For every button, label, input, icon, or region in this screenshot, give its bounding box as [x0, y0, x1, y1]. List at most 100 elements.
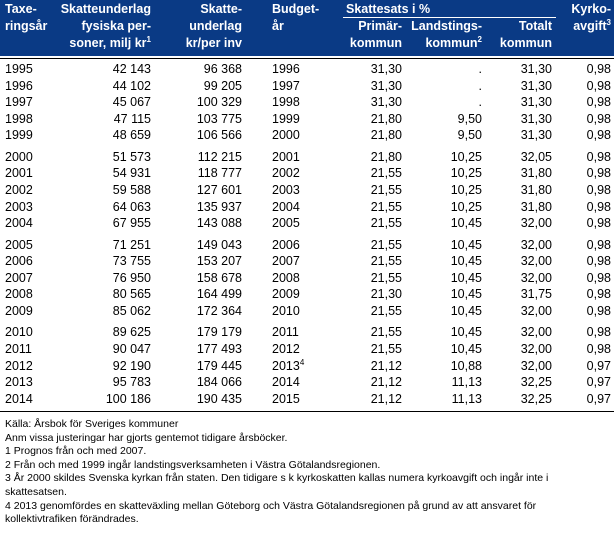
cell-base: 51 573: [112, 149, 151, 164]
cell-budget: 2011: [272, 325, 299, 340]
cell-per-inv: 100 329: [196, 95, 242, 110]
cell-primar: 31,30: [370, 62, 402, 76]
cell-kyrko: 0,98: [586, 304, 611, 318]
cell-kyrko: 0,98: [586, 183, 611, 197]
cell-base: 85 062: [112, 304, 151, 318]
cell-landsting: .: [478, 62, 482, 76]
cell-year: 2007: [5, 270, 33, 285]
header-base-2: fysiska per-: [81, 19, 151, 33]
cell-base: 42 143: [112, 62, 151, 76]
cell-primar: 21,12: [370, 358, 402, 373]
cell-per-inv: 135 937: [196, 199, 242, 214]
cell-budget: 2006: [272, 237, 300, 252]
cell-year: 2008: [5, 287, 33, 302]
header-perinv-2: underlag: [189, 19, 242, 33]
cell-totalt: 31,80: [520, 199, 552, 214]
cell-landsting: 10,25: [450, 183, 482, 197]
note-remark: Anm vissa justeringar har gjorts gentemo…: [5, 431, 288, 444]
cell-kyrko: 0,98: [586, 78, 611, 93]
cell-base: 48 659: [112, 128, 151, 143]
cell-per-inv: 149 043: [196, 237, 242, 252]
cell-per-inv: 103 775: [196, 111, 242, 126]
cell-per-inv: 158 678: [196, 270, 242, 285]
header-kyrko-1: Kyrko-: [571, 2, 611, 16]
header-divider: [0, 58, 614, 59]
cell-per-inv: 190 435: [196, 391, 242, 406]
header-totalt-2: kommun: [499, 36, 552, 50]
cell-kyrko: 0,98: [586, 287, 611, 302]
cell-kyrko: 0,98: [586, 128, 611, 143]
cell-primar: 21,55: [370, 270, 402, 285]
cell-primar: 21,80: [370, 111, 402, 126]
cell-budget: 2009: [272, 287, 300, 302]
cell-primar: 21,55: [370, 216, 402, 231]
cell-kyrko: 0,98: [586, 254, 611, 269]
cell-per-inv: 179 179: [196, 325, 242, 340]
note-4: 4 2013 genomfördes en skatteväxling mell…: [5, 499, 537, 526]
cell-budget: 2003: [272, 183, 300, 197]
cell-primar: 31,30: [370, 78, 402, 93]
cell-primar: 21,55: [370, 183, 402, 197]
cell-totalt: 32,00: [520, 270, 552, 285]
cell-per-inv: 153 207: [196, 254, 242, 269]
cell-kyrko: 0,98: [586, 237, 611, 252]
cell-budget: 2005: [272, 216, 300, 231]
cell-per-inv: 177 493: [196, 342, 242, 356]
cell-year: 2012: [5, 358, 33, 373]
cell-year: 2013: [5, 375, 33, 390]
cell-kyrko: 0,98: [586, 270, 611, 285]
header-primar-2: kommun: [349, 36, 402, 50]
cell-totalt: 32,00: [520, 304, 552, 318]
cell-budget: 2004: [272, 199, 300, 214]
cell-primar: 21,30: [370, 287, 402, 302]
cell-base: 64 063: [112, 199, 151, 214]
cell-budget: 1998: [272, 95, 300, 110]
header-base-3: soner, milj kr1: [69, 34, 151, 50]
note-3: 3 År 2000 skildes Svenska kyrkan från st…: [5, 472, 549, 498]
cell-landsting: 10,45: [450, 254, 482, 269]
cell-budget: 2014: [272, 375, 300, 390]
cell-year: 2001: [5, 166, 33, 181]
cell-landsting: 10,45: [450, 237, 482, 252]
cell-per-inv: 179 445: [196, 358, 242, 373]
cell-kyrko: 0,98: [586, 166, 611, 181]
cell-base: 67 955: [112, 216, 151, 231]
cell-totalt: 32,00: [520, 254, 552, 269]
cell-totalt: 32,00: [520, 237, 552, 252]
cell-primar: 21,55: [370, 166, 402, 181]
table-header: Taxe- ringsår Skatteunderlag fysiska per…: [0, 0, 614, 56]
cell-budget: 2012: [272, 342, 300, 356]
cell-year: 2014: [5, 391, 33, 406]
cell-totalt: 31,30: [520, 62, 552, 76]
cell-year: 2011: [5, 342, 32, 356]
cell-landsting: 11,13: [451, 391, 482, 406]
cell-per-inv: 143 088: [196, 216, 242, 231]
cell-landsting: 10,25: [450, 149, 482, 164]
cell-year: 1995: [5, 62, 33, 76]
cell-budget: 1997: [272, 78, 300, 93]
cell-landsting: 9,50: [457, 111, 482, 126]
note-1: 1 Prognos från och med 2007.: [5, 445, 147, 458]
cell-budget: 2008: [272, 270, 300, 285]
cell-landsting: 10,45: [450, 304, 482, 318]
cell-budget: 1996: [272, 62, 300, 76]
cell-kyrko: 0,98: [586, 325, 611, 340]
cell-primar: 21,80: [370, 128, 402, 143]
cell-base: 59 588: [112, 183, 151, 197]
cell-primar: 21,55: [370, 304, 402, 318]
header-landsting-1: Landstings-: [411, 19, 482, 33]
cell-primar: 21,80: [370, 149, 402, 164]
cell-base: 90 047: [112, 342, 151, 356]
cell-kyrko: 0,97: [586, 391, 611, 406]
cell-year: 1999: [5, 128, 33, 143]
cell-landsting: .: [478, 78, 482, 93]
cell-kyrko: 0,98: [586, 111, 611, 126]
cell-totalt: 32,25: [520, 375, 552, 390]
cell-year: 2004: [5, 216, 33, 231]
cell-year: 2002: [5, 183, 33, 197]
cell-year: 1997: [5, 95, 33, 110]
cell-kyrko: 0,97: [586, 375, 611, 390]
cell-budget: 2000: [272, 128, 300, 143]
cell-primar: 21,55: [370, 325, 402, 340]
cell-per-inv: 127 601: [196, 183, 242, 197]
